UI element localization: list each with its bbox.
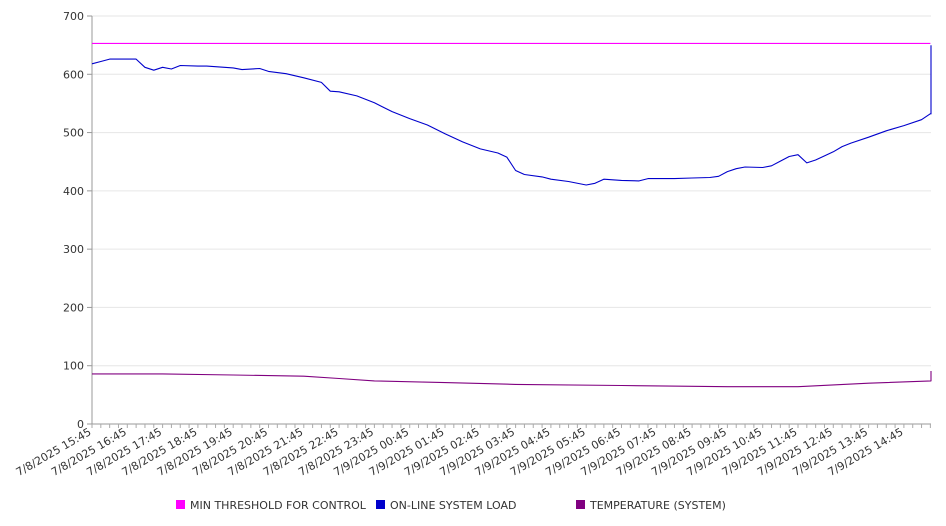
y-tick-label: 700 [63,10,84,23]
y-axis-ticks: 0 100 200 300 400 500 600 700 [63,10,92,431]
legend-label: TEMPERATURE (SYSTEM) [589,499,726,512]
y-tick-label: 100 [63,360,84,373]
y-tick-label: 0 [77,418,84,431]
series-line [91,45,932,186]
legend: MIN THRESHOLD FOR CONTROL ON-LINE SYSTEM … [176,499,726,512]
series-line [92,370,932,388]
y-tick-label: 500 [63,127,84,140]
x-axis-ticks: 7/8/2025 15:457/8/2025 16:457/8/2025 17:… [14,424,931,479]
legend-swatch [576,500,585,509]
legend-label: ON-LINE SYSTEM LOAD [390,499,516,512]
y-tick-label: 400 [63,185,84,198]
y-tick-label: 200 [63,301,84,314]
legend-label: MIN THRESHOLD FOR CONTROL [190,499,367,512]
y-tick-label: 600 [63,68,84,81]
y-tick-label: 300 [63,243,84,256]
legend-swatch [376,500,385,509]
legend-swatch [176,500,185,509]
axes [91,16,931,425]
series-lines [91,42,932,388]
gridlines [92,15,931,367]
